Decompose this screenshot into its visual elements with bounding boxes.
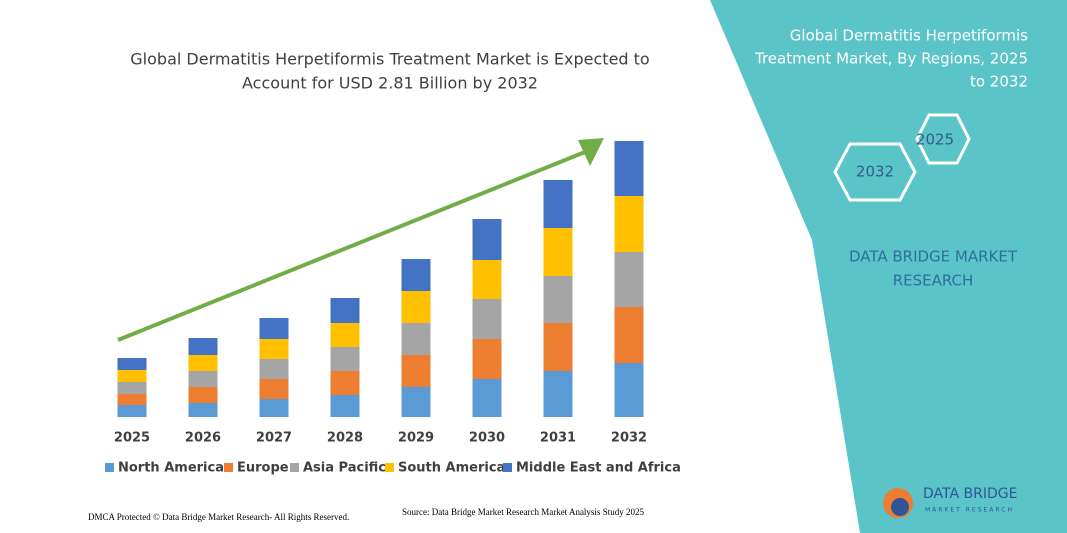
bar-segment (543, 228, 573, 276)
bar-segment (259, 379, 289, 399)
x-tick-label: 2028 (327, 431, 363, 446)
bar-segment (259, 399, 289, 417)
bar-segment (614, 363, 644, 417)
bar-segment (543, 276, 573, 323)
bar-segment (330, 395, 360, 417)
bar-segment (401, 323, 431, 355)
bar-segment (614, 252, 644, 307)
footer-source: Source: Data Bridge Market Research Mark… (402, 507, 644, 517)
hexagon (833, 142, 917, 202)
arrow-head (578, 138, 604, 166)
panel-title: to 2032 (970, 73, 1028, 91)
bar-segment (472, 260, 502, 299)
legend-swatch (224, 463, 233, 472)
bar-segment (614, 196, 644, 252)
legend-swatch (503, 463, 512, 472)
bar-segment (401, 355, 431, 387)
bar-segment (330, 347, 360, 371)
bar-segment (188, 403, 218, 417)
bar-segment (472, 339, 502, 379)
bar-segment (543, 180, 573, 228)
panel-title: Treatment Market, By Regions, 2025 (754, 50, 1028, 68)
bar-segment (188, 338, 218, 355)
legend-label: South America (398, 461, 505, 476)
legend-label: North America (118, 461, 224, 476)
side-panel (710, 0, 1067, 533)
bar-segment (330, 298, 360, 323)
chart-title: Account for USD 2.81 Billion by 2032 (242, 74, 538, 93)
hexagon-label: 2025 (916, 131, 954, 149)
chart-title: Global Dermatitis Herpetiformis Treatmen… (130, 50, 649, 69)
bar-segment (401, 291, 431, 323)
bar-segment (188, 355, 218, 371)
bar-segment (259, 318, 289, 339)
brand: RESEARCH (893, 272, 974, 290)
legend-label: Asia Pacific (303, 461, 386, 476)
hexagon-label: 2032 (856, 163, 894, 181)
logo-name: DATA BRIDGE (923, 486, 1017, 502)
legend-swatch (105, 463, 114, 472)
bar-segment (117, 382, 147, 394)
x-tick-label: 2029 (398, 431, 434, 446)
bar-segment (188, 371, 218, 387)
bar-segment (543, 323, 573, 371)
legend-label: Middle East and Africa (516, 461, 681, 476)
hexagon (915, 113, 971, 165)
legend-label: Europe (237, 461, 289, 476)
logo-tagline: MARKET RESEARCH (925, 507, 1014, 514)
x-tick-label: 2025 (114, 431, 150, 446)
bar-segment (614, 141, 644, 196)
bar-segment (259, 359, 289, 379)
bar-segment (401, 387, 431, 417)
x-tick-label: 2031 (540, 431, 576, 446)
bar-segment (543, 371, 573, 417)
growth-arrow (117, 150, 586, 342)
panel-title: Global Dermatitis Herpetiformis (790, 27, 1028, 45)
bar-segment (472, 379, 502, 417)
bar-segment (401, 259, 431, 291)
legend-swatch (290, 463, 299, 472)
bar-segment (614, 307, 644, 363)
bar-segment (472, 299, 502, 339)
bar-segment (259, 339, 289, 359)
bar-segment (330, 323, 360, 347)
x-tick-label: 2032 (611, 431, 647, 446)
bar-segment (117, 358, 147, 370)
x-tick-label: 2030 (469, 431, 505, 446)
bar-segment (330, 371, 360, 395)
legend-swatch (385, 463, 394, 472)
brand: DATA BRIDGE MARKET (849, 248, 1018, 266)
footer-dmca: DMCA Protected © Data Bridge Market Rese… (88, 512, 349, 522)
bar-segment (117, 394, 147, 405)
bar-segment (117, 405, 147, 417)
bar-segment (117, 370, 147, 382)
bar-segment (472, 219, 502, 260)
logo-icon (891, 498, 909, 516)
bar-segment (188, 387, 218, 403)
x-tick-label: 2026 (185, 431, 221, 446)
x-tick-label: 2027 (256, 431, 292, 446)
